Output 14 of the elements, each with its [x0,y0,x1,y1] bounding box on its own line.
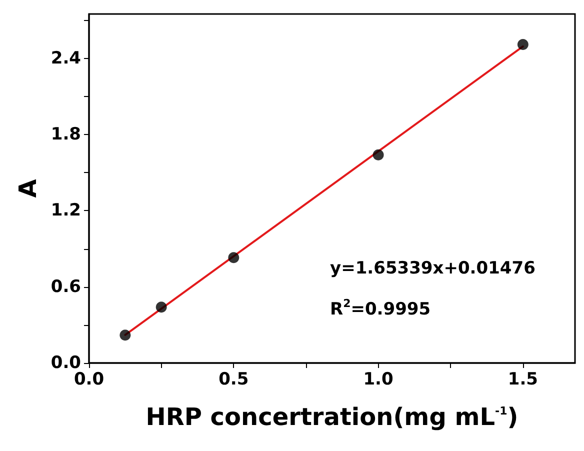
y-tick-label: 1.2 [50,200,82,221]
x-tick-label: 1.5 [508,370,538,390]
point [228,252,240,264]
point [517,38,528,50]
y-axis-title: A [14,178,42,198]
annotation: y=1.65339x+0.01476 [330,258,536,278]
point [156,302,167,313]
point [120,330,131,341]
point [372,149,384,160]
y-tick-label: 0.6 [50,276,82,297]
x-tick-label: 0.5 [218,370,249,390]
y-tick-label: 1.8 [50,124,82,145]
y-tick-label: 2.4 [50,48,82,68]
x-tick-label: 1.0 [363,370,394,390]
